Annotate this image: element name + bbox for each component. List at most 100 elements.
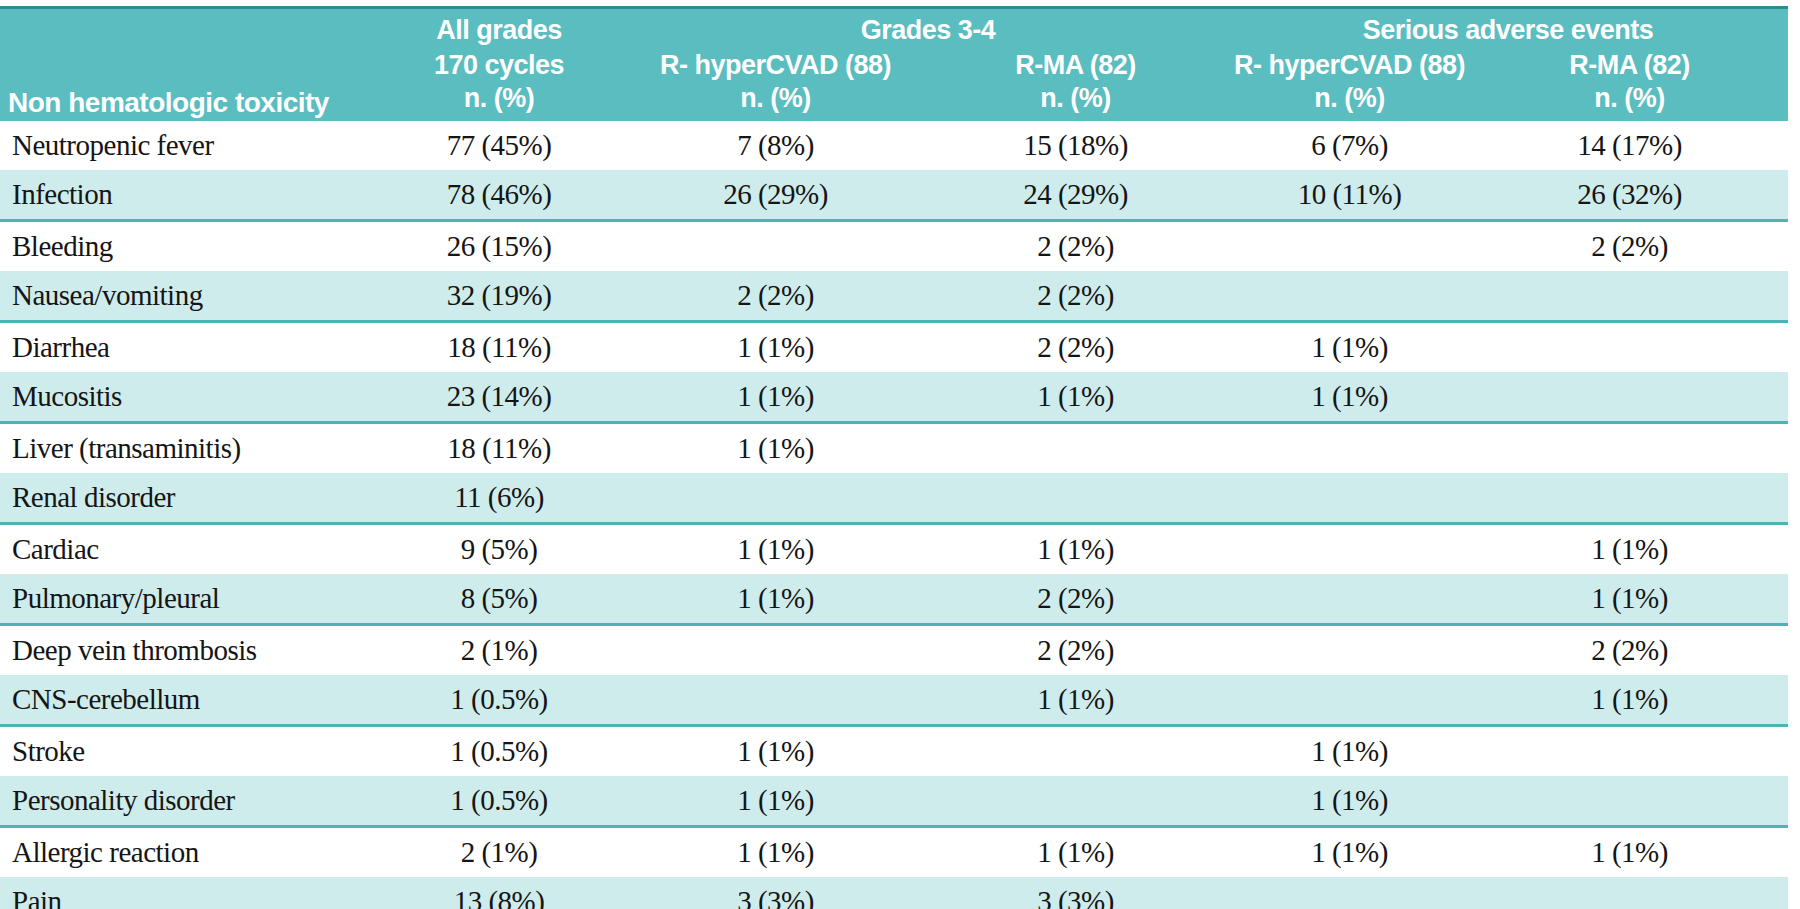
table-cell: 1 (1%): [923, 372, 1228, 423]
table-cell: [628, 625, 923, 676]
table-cell: 1 (1%): [1228, 827, 1471, 878]
table-row: Cardiac9 (5%)1 (1%)1 (1%)1 (1%): [0, 524, 1788, 575]
table-row: Allergic reaction2 (1%)1 (1%)1 (1%)1 (1%…: [0, 827, 1788, 878]
table-cell: 26 (32%): [1471, 170, 1788, 221]
group-header-grades-3-4: Grades 3-4: [628, 8, 1228, 49]
table-cell: 2 (2%): [923, 625, 1228, 676]
table-cell: [628, 221, 923, 272]
table-row: Infection78 (46%)26 (29%)24 (29%)10 (11%…: [0, 170, 1788, 221]
unit-label-sae-r-hypercvad: n. (%): [1228, 83, 1471, 121]
table-cell: 2 (2%): [1471, 625, 1788, 676]
table-cell: [1228, 221, 1471, 272]
unit-label-all-grades: n. (%): [370, 83, 628, 121]
table-cell: 1 (1%): [1471, 827, 1788, 878]
table-cell: 1 (1%): [1228, 776, 1471, 827]
table-row: Neutropenic fever77 (45%)7 (8%)15 (18%)6…: [0, 121, 1788, 170]
col-header-toxicity: Non hematologic toxicity: [0, 8, 370, 122]
table-cell: 1 (1%): [628, 524, 923, 575]
table-cell: [628, 675, 923, 726]
table-body: Neutropenic fever77 (45%)7 (8%)15 (18%)6…: [0, 121, 1788, 909]
table-cell: 26 (15%): [370, 221, 628, 272]
row-label: Pulmonary/pleural: [0, 574, 370, 625]
table-cell: [1471, 372, 1788, 423]
table-cell: [1228, 473, 1471, 524]
table-cell: 1 (1%): [1228, 322, 1471, 373]
table-cell: 1 (1%): [1471, 675, 1788, 726]
table-cell: 1 (1%): [628, 372, 923, 423]
table-cell: 18 (11%): [370, 322, 628, 373]
table-row: Deep vein thrombosis2 (1%) 2 (2%) 2 (2%): [0, 625, 1788, 676]
table-cell: [1228, 625, 1471, 676]
table-row: Nausea/vomiting32 (19%)2 (2%)2 (2%): [0, 271, 1788, 322]
row-label: Deep vein thrombosis: [0, 625, 370, 676]
table-cell: 1 (1%): [1471, 574, 1788, 625]
row-label: Bleeding: [0, 221, 370, 272]
row-label: Infection: [0, 170, 370, 221]
table-cell: 2 (1%): [370, 625, 628, 676]
table-cell: 13 (8%): [370, 877, 628, 909]
col-header-g34-r-ma: R-MA (82): [923, 48, 1228, 83]
row-label: Personality disorder: [0, 776, 370, 827]
table-cell: 18 (11%): [370, 423, 628, 474]
table-cell: 2 (2%): [923, 271, 1228, 322]
toxicity-table-page: Non hematologic toxicity All grades Grad…: [0, 0, 1800, 909]
table-cell: 1 (0.5%): [370, 675, 628, 726]
table-cell: 1 (1%): [628, 423, 923, 474]
header-row-groups: Non hematologic toxicity All grades Grad…: [0, 8, 1788, 49]
table-cell: [1228, 271, 1471, 322]
table-cell: 8 (5%): [370, 574, 628, 625]
table-header: Non hematologic toxicity All grades Grad…: [0, 8, 1788, 122]
row-label: Nausea/vomiting: [0, 271, 370, 322]
table-cell: 1 (1%): [628, 827, 923, 878]
table-cell: 1 (0.5%): [370, 726, 628, 777]
table-row: Bleeding26 (15%)2 (2%)2 (2%): [0, 221, 1788, 272]
table-cell: 1 (1%): [628, 322, 923, 373]
table-cell: [1228, 574, 1471, 625]
table-cell: 1 (1%): [923, 675, 1228, 726]
table-cell: 1 (1%): [628, 776, 923, 827]
col-header-170-cycles: 170 cycles: [370, 48, 628, 83]
group-header-serious-adverse-events: Serious adverse events: [1228, 8, 1788, 49]
table-cell: 1 (1%): [923, 524, 1228, 575]
table-cell: 9 (5%): [370, 524, 628, 575]
row-label: Mucositis: [0, 372, 370, 423]
table-row: Diarrhea18 (11%)1 (1%)2 (2%)1 (1%): [0, 322, 1788, 373]
table-cell: 14 (17%): [1471, 121, 1788, 170]
unit-label-g34-r-ma: n. (%): [923, 83, 1228, 121]
table-cell: 2 (2%): [1471, 221, 1788, 272]
table-cell: [923, 776, 1228, 827]
table-cell: 32 (19%): [370, 271, 628, 322]
table-row: Pain13 (8%)3 (3%)3 (3%): [0, 877, 1788, 909]
table-cell: 3 (3%): [923, 877, 1228, 909]
table-cell: [923, 473, 1228, 524]
table-cell: 1 (1%): [923, 827, 1228, 878]
table-cell: 1 (1%): [1228, 372, 1471, 423]
table-row: Mucositis23 (14%)1 (1%)1 (1%)1 (1%): [0, 372, 1788, 423]
table-cell: [628, 473, 923, 524]
table-cell: 26 (29%): [628, 170, 923, 221]
table-row: Liver (transaminitis)18 (11%)1 (1%): [0, 423, 1788, 474]
table-cell: 1 (1%): [1471, 524, 1788, 575]
table-cell: 2 (1%): [370, 827, 628, 878]
table-cell: 15 (18%): [923, 121, 1228, 170]
table-cell: 2 (2%): [923, 322, 1228, 373]
table-cell: 11 (6%): [370, 473, 628, 524]
table-cell: [1471, 473, 1788, 524]
table-cell: [1471, 423, 1788, 474]
table-row: Personality disorder1 (0.5%)1 (1%)1 (1%): [0, 776, 1788, 827]
table-cell: 1 (1%): [628, 574, 923, 625]
row-label: Allergic reaction: [0, 827, 370, 878]
row-label: Diarrhea: [0, 322, 370, 373]
unit-label-g34-r-hypercvad: n. (%): [628, 83, 923, 121]
table-cell: 3 (3%): [628, 877, 923, 909]
table-row: Stroke1 (0.5%)1 (1%)1 (1%): [0, 726, 1788, 777]
table-row: Renal disorder11 (6%): [0, 473, 1788, 524]
row-label: Liver (transaminitis): [0, 423, 370, 474]
table-cell: [923, 726, 1228, 777]
table-cell: 10 (11%): [1228, 170, 1471, 221]
table-cell: [1471, 877, 1788, 909]
unit-label-sae-r-ma: n. (%): [1471, 83, 1788, 121]
table-cell: [1471, 726, 1788, 777]
col-header-g34-r-hypercvad: R- hyperCVAD (88): [628, 48, 923, 83]
table-cell: 23 (14%): [370, 372, 628, 423]
